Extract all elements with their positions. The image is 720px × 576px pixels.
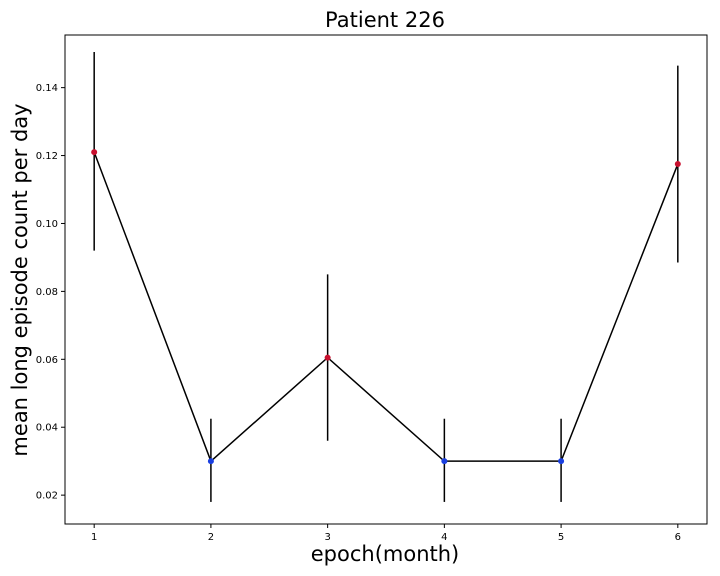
plot-area: 1 2 3 4 5 6 0.02 0.04 0.06 0.08 0.10 0.12 0.14 (36, 34, 708, 543)
data-point (207, 458, 214, 465)
x-tick-label: 5 (558, 532, 564, 543)
y-tick-label: 0.04 (36, 423, 58, 434)
data-point (441, 458, 448, 465)
y-tick-label: 0.12 (36, 151, 58, 162)
y-tick-label: 0.02 (36, 491, 58, 502)
x-tick-label: 6 (675, 532, 681, 543)
data-point (674, 161, 681, 168)
data-point (558, 458, 565, 465)
y-tick-label: 0.14 (36, 83, 58, 94)
x-tick-label: 3 (324, 532, 330, 543)
y-axis-title: mean long episode count per day (8, 103, 32, 456)
chart-title: Patient 226 (325, 8, 445, 32)
data-point (91, 149, 98, 156)
x-tick-label: 4 (441, 532, 447, 543)
y-tick-label: 0.08 (36, 287, 58, 298)
y-tick-label: 0.10 (36, 219, 58, 230)
x-tick-label: 2 (208, 532, 214, 543)
x-tick-label: 1 (91, 532, 97, 543)
x-axis-title: epoch(month) (311, 542, 460, 566)
plot-frame (64, 34, 708, 525)
y-tick-label: 0.06 (36, 355, 58, 366)
data-point (324, 354, 331, 361)
series-line (93, 151, 679, 463)
